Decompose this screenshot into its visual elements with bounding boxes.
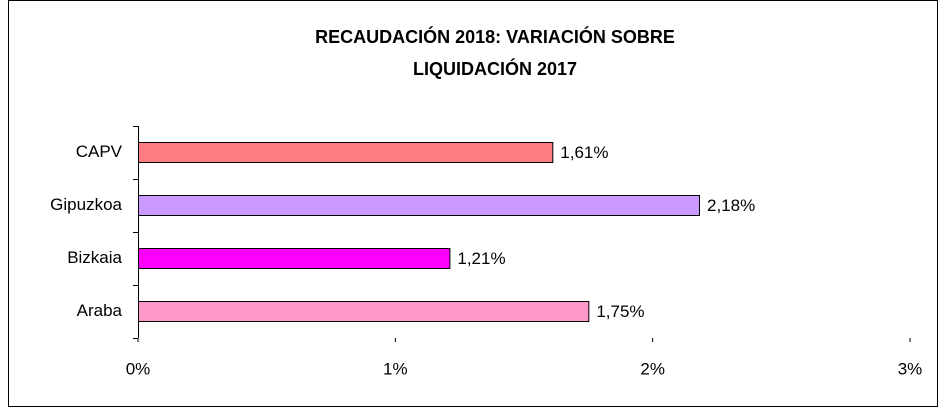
value-label: 1,21% <box>457 249 505 268</box>
bar <box>138 142 554 163</box>
x-tick-label: 1% <box>383 359 408 378</box>
x-tick-label: 0% <box>126 359 151 378</box>
x-tick-label: 3% <box>898 359 923 378</box>
bar <box>138 301 590 322</box>
bar <box>138 195 700 216</box>
chart-title: RECAUDACIÓN 2018: VARIACIÓN SOBRE <box>315 26 675 47</box>
x-tick-label: 2% <box>640 359 665 378</box>
value-label: 2,18% <box>707 196 755 215</box>
value-label: 1,61% <box>560 143 608 162</box>
y-tick-label: Bizkaia <box>67 248 122 267</box>
value-label: 1,75% <box>596 302 644 321</box>
y-tick-label: CAPV <box>76 142 123 161</box>
chart-title: LIQUIDACIÓN 2017 <box>413 58 577 79</box>
y-tick-label: Araba <box>77 301 123 320</box>
y-tick-label: Gipuzkoa <box>50 195 122 214</box>
bar <box>138 248 451 269</box>
